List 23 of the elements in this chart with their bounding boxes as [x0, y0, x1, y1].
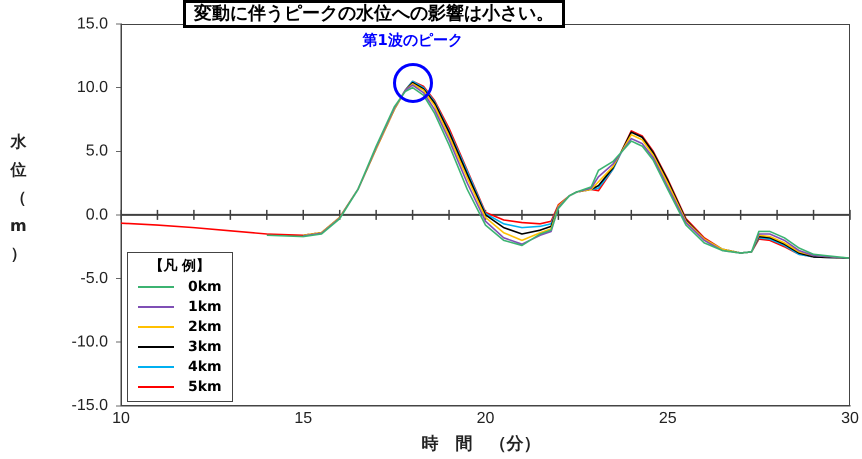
legend-label: 0km — [188, 278, 222, 295]
x-tick-label: 30 — [841, 410, 859, 427]
x-tick-label: 25 — [658, 410, 677, 427]
x-tick-label: 10 — [112, 410, 130, 427]
y-tick-label: -15.0 — [72, 397, 108, 414]
x-axis-title: 時 間 （分） — [420, 433, 542, 455]
y-tick-label: 5.0 — [86, 142, 108, 160]
x-tick-label: 20 — [476, 410, 494, 427]
annotation: 第1波のピーク — [362, 31, 463, 50]
legend-label: 2km — [188, 318, 222, 335]
y-tick-label: 10.0 — [76, 79, 108, 96]
y-tick-label: -10.0 — [72, 334, 108, 351]
legend-label: 1km — [188, 298, 222, 315]
chart-title: 変動に伴うピークの水位への影響は小さい。 — [183, 0, 565, 28]
legend-label: 4km — [188, 358, 222, 375]
y-tick-label: 15.0 — [76, 15, 108, 32]
legend-label: 5km — [188, 378, 222, 395]
y-tick-label: -5.0 — [80, 270, 108, 287]
y-axis-title: 水位（m） — [10, 131, 27, 265]
x-tick-label: 15 — [294, 410, 312, 427]
legend-label: 3km — [188, 338, 222, 355]
legend-title: 【凡 例】 — [148, 256, 212, 276]
y-tick-label: 0.0 — [86, 206, 108, 224]
